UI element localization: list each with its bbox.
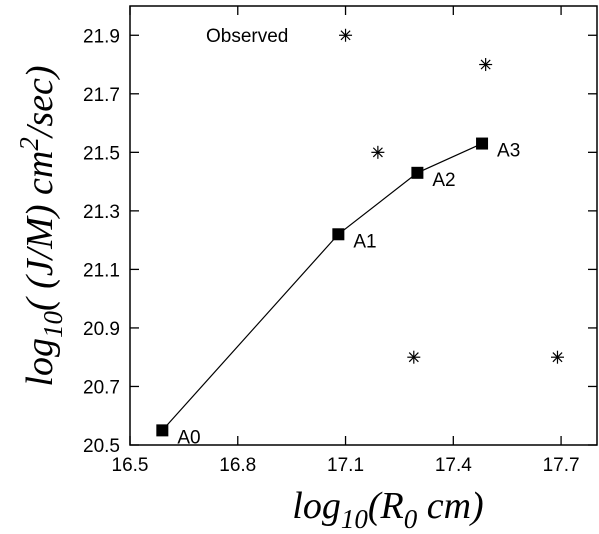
y-axis-label-base: log [19,338,61,387]
x-axis-label-mid: (R [368,485,404,527]
square-marker [476,137,489,150]
y-tick-label: 21.7 [83,85,120,106]
x-tick-label: 16.8 [219,455,256,476]
point-label: A3 [497,141,520,162]
point-label: A2 [432,170,455,191]
x-tick-label: 17.4 [435,455,472,476]
x-axis-label: log10(R0 cm) [292,485,483,534]
asterisk-marker [339,28,353,42]
x-axis-label-sub2: 0 [404,504,418,534]
series-line [161,143,483,431]
asterisk-marker [407,350,421,364]
x-tick-label: 17.7 [543,455,580,476]
point-labels: A0 A1 A2 A3 [177,141,520,449]
y-tick-label: 21.5 [83,143,120,164]
asterisk-marker [479,58,493,72]
asterisk-stroke [480,59,491,70]
point-label: A0 [177,427,200,448]
plot-frame [129,5,598,446]
y-tick-label: 20.5 [83,436,120,457]
tick-marks [129,6,597,446]
plot-area [129,5,598,446]
series-lines [161,143,483,431]
y-tick-label: 21.1 [83,260,120,281]
markers [156,28,564,437]
x-tick-label: 16.5 [112,455,149,476]
y-tick-label: 21.9 [83,26,120,47]
y-axis-label-end: /sec) [19,65,61,139]
asterisk-stroke [372,147,383,158]
square-marker [332,228,345,241]
x-tick-label: 17.1 [327,455,364,476]
asterisk-marker [371,145,385,159]
y-tick-label: 20.7 [83,377,120,398]
y-tick-label: 20.9 [83,319,120,340]
y-axis-label: log10( (J/M) cm2/sec) [14,65,68,386]
asterisk-marker [550,350,564,364]
observed-annotation: Observed [206,26,288,47]
asterisk-stroke [408,352,419,363]
y-tick-label: 21.3 [83,202,120,223]
asterisk-stroke [340,30,351,41]
square-marker [411,166,424,179]
square-marker [156,424,169,437]
x-axis-label-sub: 10 [341,504,369,534]
x-axis-label-end: cm) [417,485,483,527]
tick-labels: 16.5 16.8 17.1 17.4 17.7 20.5 20.7 20.9 21.1 21.3… [83,26,580,476]
y-axis-label-mid: ( (J/M) cm [19,151,61,311]
x-axis-label-base: log [292,485,341,527]
point-label: A1 [353,231,376,252]
asterisk-stroke [552,352,563,363]
y-axis-label-sup: 2 [14,137,44,151]
y-axis-label-sub: 10 [38,311,68,339]
